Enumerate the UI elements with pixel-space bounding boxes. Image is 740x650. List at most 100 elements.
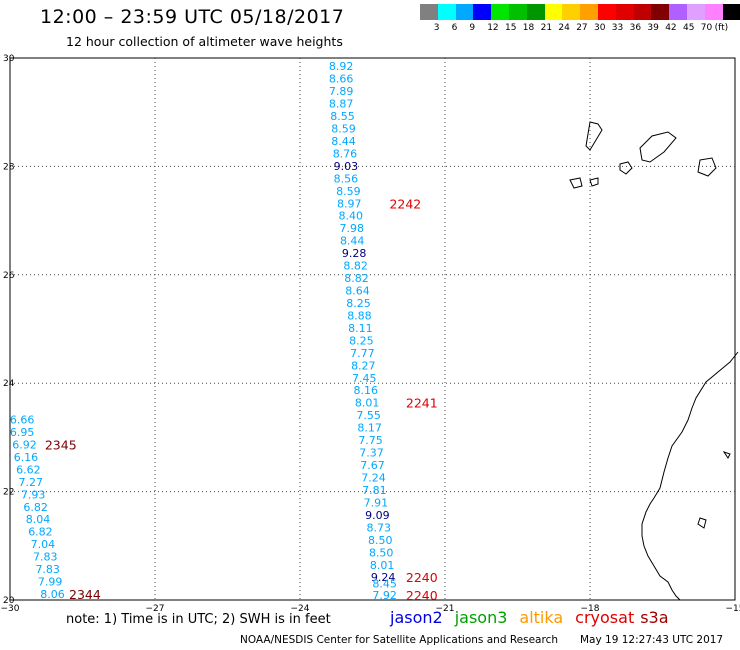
wave-height-value: 8.01: [355, 397, 380, 410]
wave-height-value: 7.75: [358, 434, 383, 447]
wave-height-value: 8.45: [372, 578, 397, 591]
wave-height-value: 6.66: [10, 414, 35, 427]
wave-height-value: 7.92: [372, 589, 397, 602]
satellite-altika: altika: [519, 608, 564, 627]
legend-swatch: [669, 4, 687, 20]
y-tick-label: 30: [3, 54, 15, 64]
legend-swatch: [473, 4, 492, 20]
wave-height-value: 8.11: [348, 322, 373, 335]
wave-height-value: 9.28: [342, 247, 367, 260]
legend-swatch: [455, 4, 474, 20]
wave-height-value: 7.55: [356, 409, 381, 422]
wave-height-value: 8.73: [367, 521, 392, 534]
satellite-legend: jason2 jason3 altika cryosat s3a: [390, 608, 681, 627]
wave-height-value: 8.55: [330, 110, 355, 123]
wave-height-value: 8.82: [344, 272, 369, 285]
wave-height-value: 8.17: [357, 422, 382, 435]
wave-height-value: 6.62: [16, 463, 41, 476]
y-tick-label: 20: [3, 596, 15, 606]
wave-height-value: 7.83: [35, 563, 60, 576]
pass-id-label: 2241: [406, 396, 438, 411]
wave-height-value: 7.89: [329, 85, 354, 98]
legend-swatch: [722, 4, 740, 20]
legend-swatch: [508, 4, 527, 20]
wave-height-value: 7.37: [359, 447, 384, 460]
wave-height-value: 7.04: [31, 538, 56, 551]
legend-swatch: [633, 4, 652, 20]
coastline: [589, 177, 599, 187]
color-legend: 3 6 9 12 15 18 21 24 27 30 33 36 39 42 45 70 (ft): [420, 4, 740, 33]
satellite-s3a: s3a: [640, 608, 669, 627]
wave-height-value: 7.98: [339, 222, 364, 235]
footer-timestamp: May 19 12:27:43 UTC 2017: [580, 634, 724, 646]
wave-height-value: 8.56: [334, 172, 359, 185]
wave-height-value: 8.01: [370, 559, 395, 572]
wave-height-value: 7.99: [38, 576, 63, 589]
coastline: [639, 131, 677, 163]
y-tick-label: 28: [3, 162, 15, 172]
wave-height-value: 7.83: [33, 551, 58, 564]
wave-height-value: 9.09: [365, 509, 390, 522]
legend-label: 15: [505, 23, 517, 33]
satellite-jason2: jason2: [390, 608, 443, 627]
pass-id-label: 2345: [45, 437, 77, 452]
legend-label: 12: [487, 23, 499, 33]
legend-swatch: [562, 4, 581, 20]
pass-id-label: 2240: [406, 588, 438, 603]
legend-swatch: [526, 4, 545, 20]
wave-height-value: 8.06: [40, 588, 65, 601]
legend-label: 3: [433, 23, 440, 33]
wave-height-value: 8.76: [333, 147, 358, 160]
y-tick-label: 22: [3, 488, 14, 498]
coastline: [697, 517, 707, 529]
x-tick-label: −15: [726, 604, 740, 614]
map-frame: [9, 57, 736, 601]
note-text: note: 1) Time is in UTC; 2) SWH is in fe…: [66, 612, 331, 627]
legend-swatch: [420, 4, 438, 20]
wave-height-value: 7.67: [360, 459, 385, 472]
coastline: [619, 161, 633, 175]
legend-swatch: [704, 4, 723, 20]
wave-height-value: 8.44: [340, 235, 365, 248]
pass-id-label: 2242: [389, 196, 421, 211]
wave-height-value: 8.27: [351, 359, 376, 372]
footer: NOAA/NESDIS Center for Satellite Applica…: [240, 634, 740, 646]
satellite-jason3: jason3: [454, 608, 508, 627]
wave-height-value: 6.16: [14, 451, 39, 464]
legend-label: 42: [665, 23, 677, 33]
legend-swatch: [597, 4, 616, 20]
legend-label: (ft): [714, 23, 729, 33]
legend-swatch: [686, 4, 705, 20]
legend-label: 24: [558, 23, 570, 33]
legend-label: 6: [451, 23, 458, 33]
wave-height-value: 8.87: [329, 98, 354, 111]
legend-label: 21: [540, 23, 553, 33]
wave-height-value: 8.50: [368, 534, 393, 547]
wave-height-value: 7.24: [361, 472, 386, 485]
legend-label: 9: [469, 23, 476, 33]
legend-label: 70: [700, 23, 713, 33]
wave-height-value: 8.88: [347, 309, 372, 322]
wave-height-value: 7.27: [19, 476, 44, 489]
wave-height-value: 8.66: [329, 73, 354, 86]
coastline: [569, 177, 583, 189]
legend-label: 36: [629, 23, 642, 33]
wave-height-value: 6.92: [12, 438, 37, 451]
coastline: [641, 351, 739, 601]
pass-id-label: 2344: [69, 587, 101, 602]
wave-height-value: 7.77: [350, 347, 375, 360]
legend-label: 30: [594, 23, 606, 33]
wave-height-value: 8.50: [369, 546, 394, 559]
legend-label: 33: [611, 23, 624, 33]
x-tick-label: −18: [581, 604, 600, 614]
wave-height-value: 8.59: [331, 122, 356, 135]
x-tick-label: −24: [291, 604, 310, 614]
wave-height-value: 8.16: [353, 384, 378, 397]
wave-height-value: 8.92: [329, 60, 354, 73]
chart-subtitle: 12 hour collection of altimeter wave hei…: [66, 34, 343, 49]
coastline: [722, 451, 731, 459]
chart-title: 12:00 – 23:59 UTC 05/18/2017: [40, 6, 345, 28]
wave-height-value: 7.81: [362, 484, 387, 497]
wave-height-value: 7.45: [352, 372, 377, 385]
